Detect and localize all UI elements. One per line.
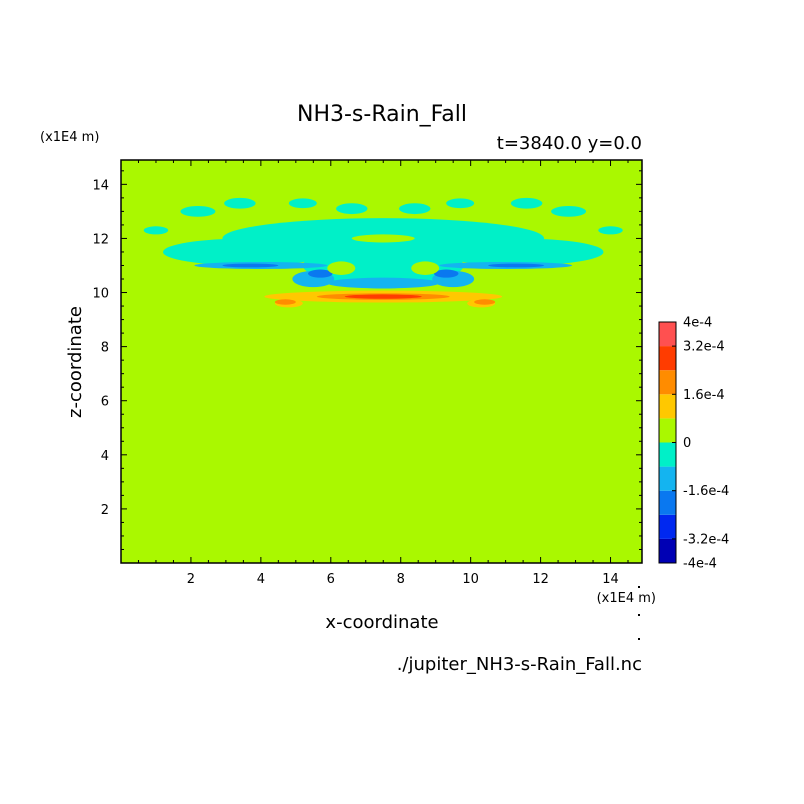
axis-ticks: 2 4 6 8 10 12 14 2 4 6 8 10 12 14	[92, 160, 642, 587]
chart-title: NH3-s-Rain_Fall	[297, 102, 467, 127]
contour-region-20	[433, 269, 459, 278]
contour-region-12	[143, 226, 169, 235]
x-tick-label: 4	[257, 572, 265, 587]
colorbar-tick-label: 3.2e-4	[683, 340, 725, 355]
contour-region-8	[398, 203, 431, 215]
y-tick-label: 10	[92, 287, 109, 302]
contour-region-11	[551, 205, 587, 217]
source-file-label: ./jupiter_NH3-s-Rain_Fall.nc	[397, 654, 642, 675]
colorbar-segment	[659, 466, 676, 491]
y-tick-label: 4	[101, 449, 109, 464]
contour-region-24	[411, 261, 440, 275]
marker-dot	[638, 638, 640, 640]
trailing-markers	[638, 586, 640, 640]
y-tick-label: 14	[92, 178, 109, 193]
colorbar-segment	[659, 514, 676, 539]
colorbar-tick-label: -4e-4	[683, 557, 717, 572]
colorbar-tick-label: 1.6e-4	[683, 388, 725, 403]
contour-region-3	[302, 246, 464, 285]
x-tick-label: 14	[602, 572, 619, 587]
colorbar-segment	[659, 346, 676, 371]
x-unit-label: (x1E4 m)	[597, 591, 656, 606]
colorbar-segment	[659, 490, 676, 515]
y-axis-label: z-coordinate	[65, 306, 86, 418]
marker-dot	[638, 586, 640, 588]
colorbar-segment	[659, 442, 676, 467]
contour-region-1	[162, 238, 331, 266]
colorbar-segment	[659, 418, 676, 443]
contour-region-23	[327, 261, 356, 275]
colorbar-tick-label: 4e-4	[683, 316, 712, 331]
contour-region-31	[474, 299, 496, 305]
x-axis-label: x-coordinate	[325, 612, 438, 633]
contour-regions	[143, 197, 623, 308]
colorbar-tick-label: -3.2e-4	[683, 532, 729, 547]
contour-region-21	[222, 263, 279, 268]
colorbar-tick-label: 0	[683, 436, 691, 451]
x-tick-label: 10	[462, 572, 479, 587]
contour-region-22	[488, 263, 545, 268]
contour-region-25	[351, 234, 415, 243]
colorbar-segment	[659, 394, 676, 419]
contour-region-7	[336, 203, 368, 215]
contour-region-32	[344, 294, 422, 299]
x-tick-label: 6	[327, 572, 335, 587]
contour-region-4	[180, 205, 216, 217]
colorbar-segment	[659, 370, 676, 395]
contour-region-19	[308, 269, 333, 278]
contour-region-6	[288, 198, 317, 209]
y-unit-label: (x1E4 m)	[40, 130, 99, 145]
plot-area: 2 4 6 8 10 12 14 2 4 6 8 10 12 14	[92, 159, 643, 587]
colorbar-segment	[659, 538, 676, 563]
contour-region-5	[224, 197, 256, 209]
contour-region-30	[274, 299, 296, 305]
contour-region-2	[435, 238, 604, 266]
y-tick-label: 8	[101, 341, 109, 356]
y-tick-label: 6	[101, 395, 109, 410]
y-tick-label: 12	[92, 232, 109, 247]
x-tick-label: 12	[532, 572, 549, 587]
chart-subtitle: t=3840.0 y=0.0	[497, 133, 642, 154]
marker-dot	[638, 614, 640, 616]
contour-region-10	[510, 197, 543, 209]
colorbar-segment	[659, 322, 676, 347]
colorbar: 4e-4 3.2e-4 1.6e-4 0 -1.6e-4 -3.2e-4 -4e-4	[658, 316, 729, 572]
contour-region-9	[446, 198, 475, 209]
x-tick-label: 8	[397, 572, 405, 587]
x-tick-label: 2	[187, 572, 195, 587]
y-tick-label: 2	[101, 503, 109, 518]
colorbar-tick-label: -1.6e-4	[683, 484, 729, 499]
plot-frame	[120, 159, 643, 564]
contour-region-13	[598, 226, 623, 235]
contour-region-16	[327, 277, 440, 289]
